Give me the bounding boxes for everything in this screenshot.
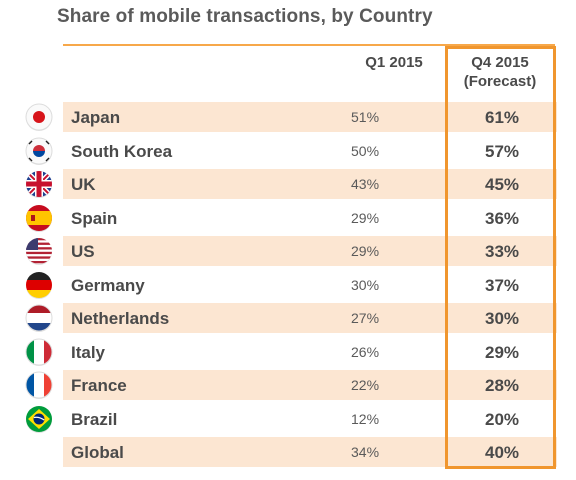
- q1-2015-value: 29%: [351, 210, 380, 226]
- brazil-flag-icon: [24, 404, 54, 434]
- country-name: Brazil: [71, 410, 118, 429]
- us-flag-icon: [24, 236, 54, 266]
- column-header-q1-2015: Q1 2015: [365, 54, 423, 71]
- column-header-q4-line1: Q4 2015: [471, 54, 529, 71]
- table-row: Netherlands 27% 30%: [63, 303, 557, 333]
- france-flag-icon: [24, 370, 54, 400]
- q4-2015-forecast-value: 30%: [484, 309, 520, 328]
- germany-flag-icon: [24, 270, 54, 300]
- q1-2015-value: 30%: [351, 277, 380, 293]
- country-name: Germany: [71, 276, 145, 295]
- table-row: Global 34% 40%: [63, 437, 557, 467]
- country-name: Japan: [71, 108, 121, 127]
- table-row: Germany 30% 37%: [63, 270, 557, 300]
- table-row: Spain 29% 36%: [63, 203, 557, 233]
- q4-2015-forecast-value: 29%: [484, 343, 520, 362]
- q4-2015-forecast-value: 37%: [484, 276, 520, 295]
- table-row: US 29% 33%: [63, 236, 557, 266]
- country-name: US: [71, 242, 95, 261]
- table-row: South Korea 50% 57%: [63, 136, 557, 166]
- table-row: Japan 51% 61%: [63, 102, 557, 132]
- q1-2015-value: 29%: [351, 243, 380, 259]
- table-row: UK 43% 45%: [63, 169, 557, 199]
- chart-title: Share of mobile transactions, by Country: [57, 6, 433, 27]
- country-name: South Korea: [71, 142, 173, 161]
- q4-2015-forecast-value: 20%: [484, 410, 520, 429]
- q4-2015-forecast-value: 40%: [484, 443, 520, 462]
- country-name: Spain: [71, 209, 118, 228]
- q1-2015-value: 22%: [351, 377, 380, 393]
- japan-flag-icon: [24, 102, 54, 132]
- q4-2015-forecast-value: 45%: [484, 175, 520, 194]
- country-name: Italy: [71, 343, 106, 362]
- q1-2015-value: 27%: [351, 310, 380, 326]
- table-row: France 22% 28%: [63, 370, 557, 400]
- netherlands-flag-icon: [24, 303, 54, 333]
- country-name: Netherlands: [71, 309, 170, 328]
- italy-flag-icon: [24, 337, 54, 367]
- table-top-rule: [63, 44, 555, 46]
- q4-2015-forecast-value: 61%: [484, 108, 520, 127]
- q1-2015-value: 26%: [351, 344, 380, 360]
- table-row: Brazil 12% 20%: [63, 404, 557, 434]
- q4-2015-forecast-value: 33%: [484, 242, 520, 261]
- q1-2015-value: 12%: [351, 411, 380, 427]
- q4-2015-forecast-value: 28%: [484, 376, 520, 395]
- country-name: Global: [71, 443, 124, 462]
- column-header-q4-line2: (Forecast): [463, 73, 537, 90]
- table-row: Italy 26% 29%: [63, 337, 557, 367]
- q1-2015-value: 34%: [351, 444, 380, 460]
- q1-2015-value: 51%: [351, 109, 380, 125]
- spain-flag-icon: [24, 203, 54, 233]
- south-korea-flag-icon: [24, 136, 54, 166]
- country-name: France: [71, 376, 127, 395]
- column-header-q4-2015-forecast: Q4 2015 (Forecast): [448, 53, 552, 91]
- q1-2015-value: 43%: [351, 176, 380, 192]
- q4-2015-forecast-value: 57%: [484, 142, 520, 161]
- q4-2015-forecast-value: 36%: [484, 209, 520, 228]
- country-name: UK: [71, 175, 96, 194]
- uk-flag-icon: [24, 169, 54, 199]
- q1-2015-value: 50%: [351, 143, 380, 159]
